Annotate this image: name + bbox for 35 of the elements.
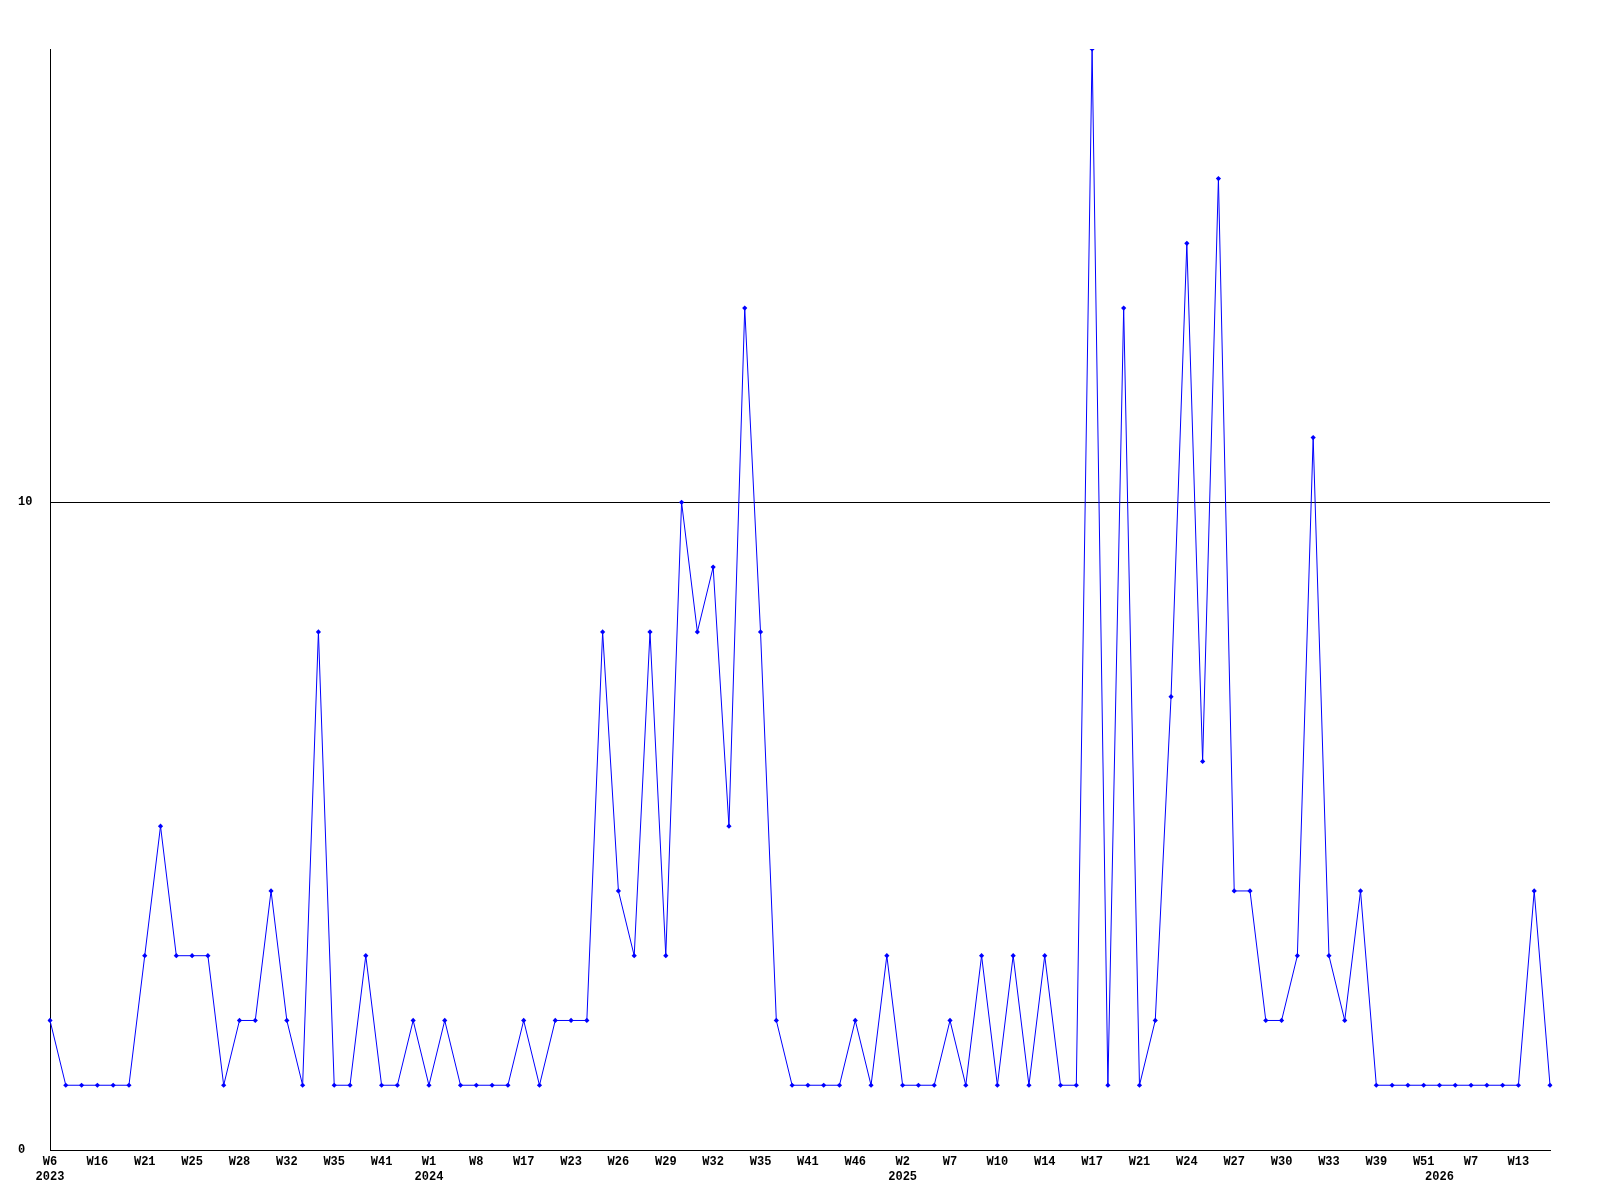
x-tick-label: W32	[702, 1154, 724, 1169]
x-tick-label: W24	[1176, 1154, 1198, 1169]
x-tick-label: W30	[1270, 1154, 1293, 1169]
x-tick-label: W16	[86, 1154, 109, 1169]
x-tick-label: W10	[986, 1154, 1009, 1169]
x-tick-label: W7	[1463, 1154, 1479, 1169]
x-tick-label: W6 2023	[35, 1154, 65, 1184]
x-tick-label: W41	[797, 1154, 819, 1169]
x-tick-label: W28	[228, 1154, 251, 1169]
x-tick-label: W35	[323, 1154, 346, 1169]
x-tick-label: W35	[749, 1154, 772, 1169]
x-tick-label: W14	[1033, 1154, 1056, 1169]
x-tick-label: W51	[1412, 1154, 1435, 1169]
x-tick-label: 2026	[1425, 1169, 1454, 1184]
x-tick-label: W21	[133, 1154, 156, 1169]
x-tick-label: W32	[276, 1154, 298, 1169]
x-tick-label: W23	[560, 1154, 582, 1169]
x-tick-label: W7	[942, 1154, 958, 1169]
x-tick-label: W27	[1223, 1154, 1246, 1169]
x-tick-label: W17	[512, 1154, 535, 1169]
x-tick-label: W21	[1128, 1154, 1151, 1169]
y-tick-label: 0	[18, 1143, 26, 1158]
x-tick-label: W13	[1507, 1154, 1530, 1169]
x-tick-label: W25	[181, 1154, 203, 1169]
x-tick-label: W33	[1318, 1154, 1340, 1169]
x-tick-label: W29	[654, 1154, 677, 1169]
x-tick-label: W26	[607, 1154, 630, 1169]
x-tick-label: W2 2025	[888, 1154, 918, 1184]
x-tick-label: W41	[370, 1154, 393, 1169]
x-tick-label: W17	[1081, 1154, 1103, 1169]
x-tick-label: W1 2024	[414, 1154, 444, 1184]
x-tick-label: W8	[469, 1154, 484, 1169]
x-tick-label: W46	[844, 1154, 867, 1169]
x-tick-label: W39	[1365, 1154, 1388, 1169]
y-tick-label: 10	[18, 495, 33, 510]
